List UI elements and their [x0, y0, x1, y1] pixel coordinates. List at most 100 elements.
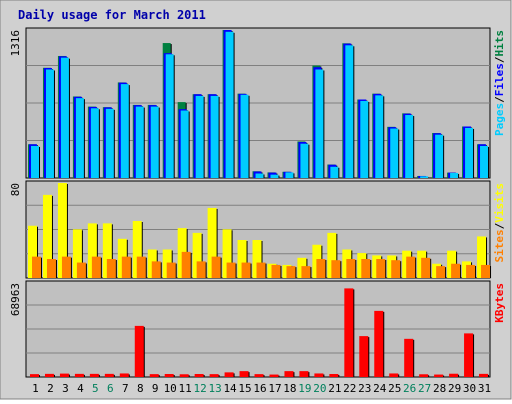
legend-entry: /	[493, 96, 506, 103]
kbytes-bar	[254, 374, 264, 377]
sites-bar	[241, 262, 251, 278]
sites-bar	[466, 264, 476, 278]
pages-bar	[135, 106, 144, 178]
x-tick-label: 28	[433, 382, 446, 395]
middle-sites-series	[32, 251, 492, 278]
top-legend: Pages/Files/Hits	[493, 30, 506, 136]
x-tick-label: 27	[418, 382, 431, 395]
kbytes-bar	[119, 373, 129, 377]
sites-bar	[76, 262, 86, 278]
kbytes-bar	[44, 373, 54, 377]
sites-bar	[406, 256, 416, 278]
kbytes-bar	[299, 371, 309, 377]
legend-entry: /	[493, 222, 506, 229]
visits-bar	[192, 232, 202, 278]
top-pages-series	[31, 31, 490, 179]
pages-bar	[225, 31, 234, 178]
sites-bar	[286, 266, 296, 278]
sites-bar	[316, 259, 326, 278]
legend-entry: Sites	[493, 229, 506, 262]
visits-bar	[252, 240, 262, 278]
pages-bar	[75, 98, 84, 178]
pages-bar	[90, 108, 99, 178]
kbytes-bar	[59, 373, 69, 377]
x-tick-label: 25	[388, 382, 401, 395]
pages-bar	[360, 100, 369, 178]
sites-bar	[136, 256, 146, 278]
bottom-legend: KBytes	[493, 283, 506, 323]
legend-entry: Files	[493, 63, 506, 96]
pages-bar	[465, 127, 474, 178]
kbytes-bar	[149, 374, 159, 377]
visits-bar	[57, 183, 67, 278]
sites-bar	[271, 264, 281, 278]
visits-bar	[87, 223, 97, 278]
visits-bar	[477, 236, 487, 278]
kbytes-bar	[104, 373, 114, 377]
visits-bar	[207, 207, 217, 278]
sites-bar	[166, 262, 176, 278]
kbytes-bar	[269, 374, 279, 377]
bottom-panel	[25, 280, 491, 378]
sites-bar	[121, 256, 131, 278]
sites-bar	[481, 264, 491, 278]
legend-entry: Hits	[493, 30, 506, 57]
bottom-kbytes-series	[30, 288, 490, 377]
middle-ymax-label: 80	[9, 183, 22, 196]
x-tick-label: 16	[253, 382, 266, 395]
kbytes-bar	[134, 325, 144, 377]
x-tick-label: 13	[208, 382, 221, 395]
y-axis-max-labels: 1316 80 68963	[9, 30, 22, 316]
x-tick-label: 18	[283, 382, 296, 395]
top-panel	[25, 27, 491, 179]
sites-bar	[346, 259, 356, 278]
x-tick-label: 15	[238, 382, 251, 395]
kbytes-bar	[374, 310, 384, 377]
sites-bar	[226, 262, 236, 278]
sites-bar	[376, 259, 386, 278]
pages-bar	[300, 143, 309, 178]
x-tick-label: 22	[343, 382, 356, 395]
middle-panel	[25, 180, 492, 279]
sites-bar	[391, 260, 401, 278]
legend-entry: Visits	[493, 183, 506, 223]
sites-bar	[106, 259, 116, 278]
x-tick-label: 31	[478, 382, 491, 395]
pages-bar	[120, 84, 129, 178]
kbytes-bar	[344, 288, 354, 377]
x-tick-label: 2	[47, 382, 54, 395]
x-tick-label: 20	[313, 382, 326, 395]
sites-bar	[451, 263, 461, 278]
visits-bar	[72, 229, 82, 278]
visits-bar	[237, 240, 247, 278]
x-tick-label: 4	[77, 382, 84, 395]
x-tick-label: 5	[92, 382, 99, 395]
sites-bar	[436, 266, 446, 278]
visits-bar	[132, 221, 142, 278]
legend-entry: Pages	[493, 103, 506, 136]
kbytes-bar	[464, 333, 474, 377]
pages-bar	[150, 106, 159, 178]
pages-bar	[210, 95, 219, 178]
pages-bar	[480, 145, 489, 178]
kbytes-bar	[89, 373, 99, 377]
sites-bar	[181, 251, 191, 278]
pages-bar	[255, 173, 264, 178]
pages-bar	[390, 128, 399, 178]
kbytes-bar	[74, 373, 84, 377]
chart-title: Daily usage for March 2011	[18, 8, 206, 22]
pages-bar	[420, 176, 429, 178]
x-tick-label: 29	[448, 382, 461, 395]
pages-bar	[405, 115, 414, 178]
x-tick-label: 17	[268, 382, 281, 395]
x-tick-label: 3	[62, 382, 69, 395]
kbytes-bar	[329, 374, 339, 377]
sites-bar	[211, 256, 221, 278]
x-tick-label: 21	[328, 382, 341, 395]
kbytes-bar	[284, 371, 294, 377]
x-tick-label: 19	[298, 382, 311, 395]
x-tick-label: 10	[164, 382, 177, 395]
